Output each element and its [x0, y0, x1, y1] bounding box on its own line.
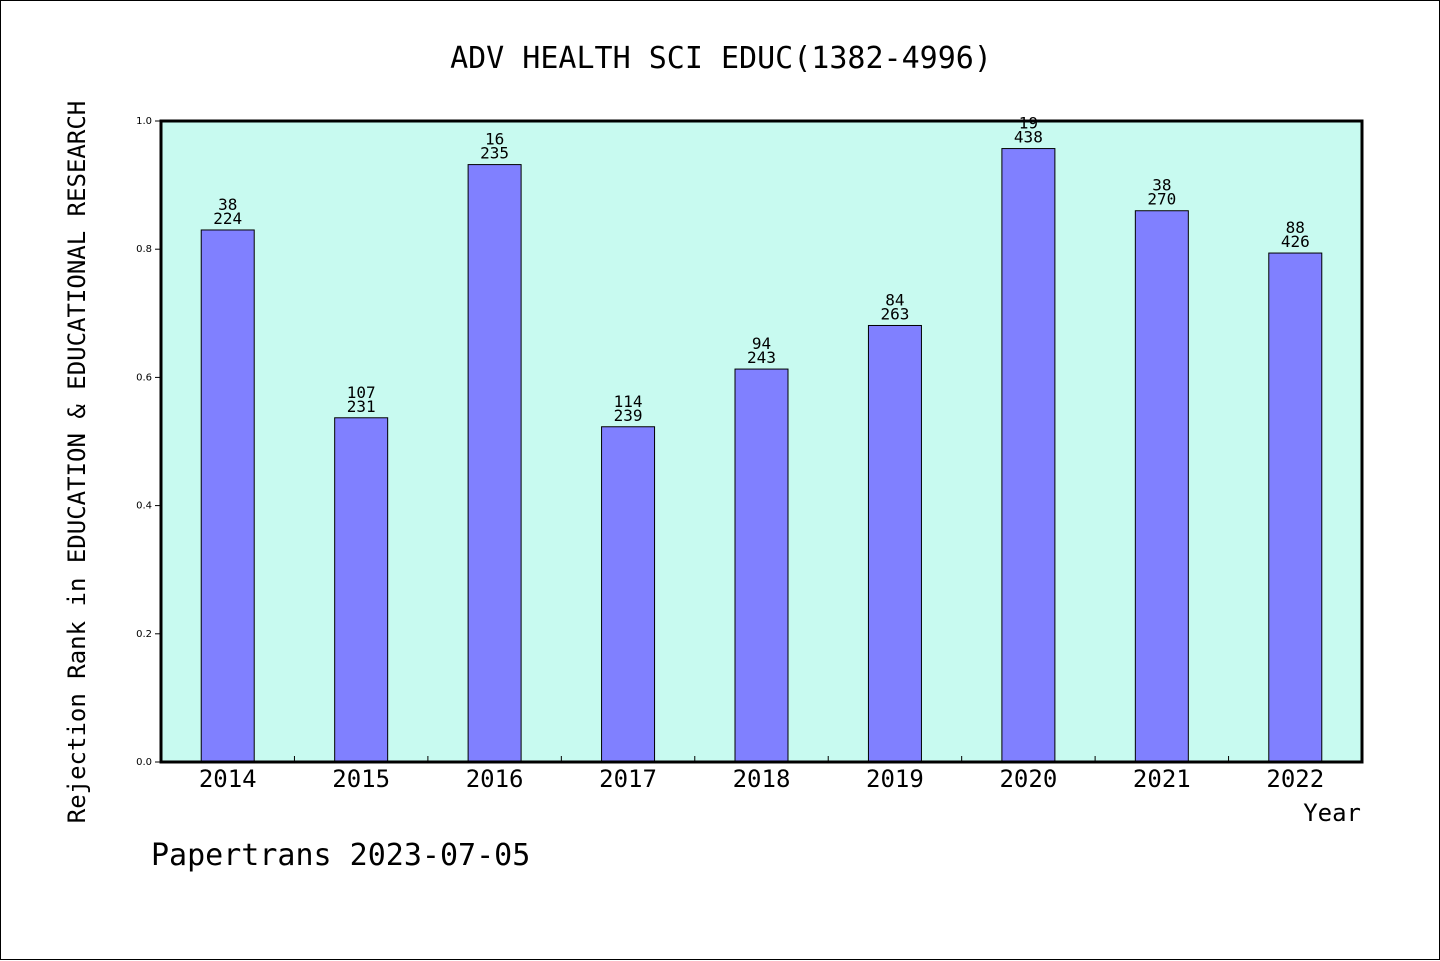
x-tick-label: 2017 [599, 765, 657, 793]
bar-rank-label: 88 [1286, 218, 1305, 237]
x-tick-label: 2022 [1266, 765, 1324, 793]
bar-total-label: 239 [614, 406, 643, 425]
bar-total-label: 270 [1147, 190, 1176, 209]
chart-title: ADV HEALTH SCI EDUC(1382-4996) [450, 41, 992, 76]
x-tick-label: 2014 [199, 765, 257, 793]
bar [200, 229, 255, 763]
bar-total-label: 231 [347, 397, 376, 416]
bar [867, 324, 922, 763]
bar-total-label: 263 [880, 304, 909, 323]
x-tick-label: 2015 [332, 765, 390, 793]
y-tick-label: 0.2 [136, 629, 152, 640]
y-tick-label: 0.6 [136, 372, 152, 383]
x-tick-label: 2016 [466, 765, 524, 793]
y-tick-label: 0.8 [136, 244, 152, 255]
x-tick-label: 2020 [999, 765, 1057, 793]
bar-total-label: 235 [480, 144, 509, 163]
x-tick-label: 2021 [1133, 765, 1191, 793]
bar [1134, 210, 1189, 763]
bar-rank-label: 84 [885, 290, 904, 309]
bar-rank-label: 94 [752, 334, 771, 353]
watermark-text: Papertrans 2023-07-05 [151, 838, 530, 873]
y-tick-label: 0.4 [136, 501, 152, 512]
y-tick-label: 0.0 [136, 757, 152, 768]
bar [334, 417, 389, 763]
bar [1001, 148, 1056, 763]
bar-total-label: 243 [747, 348, 776, 367]
bar [734, 368, 789, 763]
bar [1268, 252, 1323, 763]
x-tick-label: 2018 [733, 765, 791, 793]
y-tick-label: 1.0 [136, 116, 152, 127]
bar-total-label: 438 [1014, 128, 1043, 147]
plot-area: 0.00.20.40.60.81.03822420141072312015162… [136, 114, 1364, 793]
bar-rank-label: 16 [485, 130, 504, 149]
bar-rank-label: 107 [347, 383, 376, 402]
plot-border [159, 119, 1364, 764]
bar-total-label: 224 [213, 209, 242, 228]
bar [467, 164, 522, 763]
bar-rank-label: 114 [614, 392, 643, 411]
bar-total-label: 426 [1281, 232, 1310, 251]
bar-rank-label: 38 [1152, 176, 1171, 195]
bar [601, 426, 656, 763]
bar-rank-label: 38 [218, 195, 237, 214]
y-axis-label: Rejection Rank in EDUCATION & EDUCATIONA… [63, 101, 91, 823]
bar-rank-label: 19 [1019, 114, 1038, 133]
x-tick-label: 2019 [866, 765, 924, 793]
x-axis-label: Year [1303, 799, 1361, 827]
